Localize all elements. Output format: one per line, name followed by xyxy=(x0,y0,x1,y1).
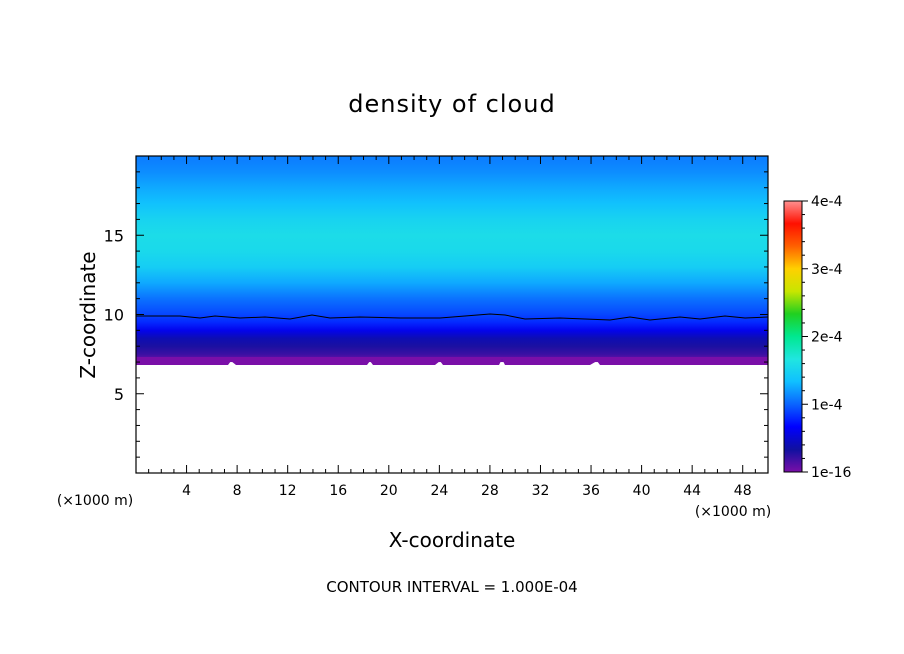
x-tick-label: 24 xyxy=(430,483,448,499)
x-tick-label: 32 xyxy=(532,483,550,499)
colorbar-tick-label: 2e-4 xyxy=(811,330,843,346)
y-tick-label: 10 xyxy=(104,306,124,325)
y-axis: 5 10 15 xyxy=(104,171,768,458)
x-tick-label: 12 xyxy=(279,483,297,499)
colorbar-tick-label: 3e-4 xyxy=(811,262,843,278)
x-axis: 4 8 12 16 20 24 28 32 36 40 44 48 xyxy=(148,156,756,499)
y-tick-label: 15 xyxy=(104,226,124,245)
colorbar-tick-label: 1e-16 xyxy=(811,465,851,481)
x-tick-label: 20 xyxy=(380,483,398,499)
contour-interval-note: CONTOUR INTERVAL = 1.000E-04 xyxy=(326,578,577,596)
colorbar-scale xyxy=(783,200,803,473)
cloud-field xyxy=(136,156,768,363)
x-tick-label: 28 xyxy=(481,483,499,499)
x-tick-label: 40 xyxy=(633,483,651,499)
x-tick-label: 4 xyxy=(182,483,191,499)
x-unit-left: (×1000 m) xyxy=(57,493,133,509)
x-tick-label: 44 xyxy=(683,483,701,499)
x-tick-label: 48 xyxy=(734,483,752,499)
colorbar-tick-label: 1e-4 xyxy=(811,397,843,413)
x-tick-label: 8 xyxy=(233,483,242,499)
plot-area xyxy=(136,156,768,365)
cloud-base-edge xyxy=(136,357,768,365)
x-tick-label: 36 xyxy=(582,483,600,499)
y-tick-label: 5 xyxy=(114,385,124,404)
x-axis-label: X-coordinate xyxy=(389,528,516,552)
chart-title: density of cloud xyxy=(348,90,555,118)
y-axis-label: Z-coordinate xyxy=(76,251,100,378)
colorbar-tick-label: 4e-4 xyxy=(811,194,843,210)
colorbar: 1e-16 1e-4 2e-4 3e-4 4e-4 xyxy=(783,194,851,481)
colorbar-ticks: 1e-16 1e-4 2e-4 3e-4 4e-4 xyxy=(802,194,851,481)
x-tick-label: 16 xyxy=(329,483,347,499)
x-unit-right: (×1000 m) xyxy=(695,504,771,520)
contour-line-1e-4 xyxy=(136,313,768,321)
